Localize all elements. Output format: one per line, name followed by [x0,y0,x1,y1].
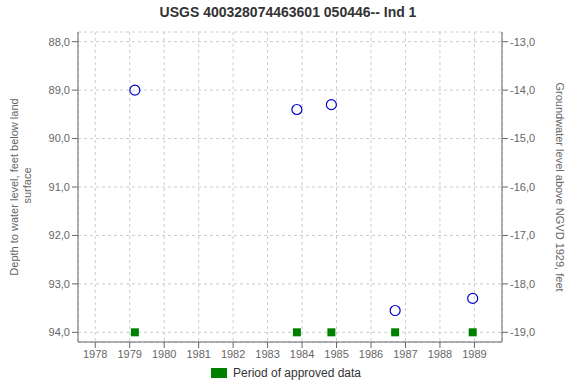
svg-text:92,0: 92,0 [49,229,70,241]
svg-text:91,0: 91,0 [49,181,70,193]
svg-text:1979: 1979 [117,348,141,360]
svg-text:1987: 1987 [393,348,417,360]
svg-text:-13,0: -13,0 [510,36,535,48]
svg-text:-15,0: -15,0 [510,132,535,144]
svg-text:1985: 1985 [324,348,348,360]
svg-text:-18,0: -18,0 [510,278,535,290]
svg-text:-19,0: -19,0 [510,326,535,338]
svg-text:-14,0: -14,0 [510,84,535,96]
svg-text:Groundwater level above NGVD 1: Groundwater level above NGVD 1929, feet [554,82,566,291]
svg-text:1989: 1989 [462,348,486,360]
svg-text:Depth to water level, feet bel: Depth to water level, feet below land su… [8,98,33,275]
svg-text:1983: 1983 [255,348,279,360]
svg-text:94,0: 94,0 [49,326,70,338]
svg-text:1984: 1984 [290,348,314,360]
svg-text:1980: 1980 [152,348,176,360]
html-text:Period of approved data: Period of approved data [233,366,361,380]
svg-text:90,0: 90,0 [49,132,70,144]
svg-text:1978: 1978 [83,348,107,360]
svg-text:-16,0: -16,0 [510,181,535,193]
svg-text:89,0: 89,0 [49,84,70,96]
svg-text:1986: 1986 [359,348,383,360]
html-text:USGS 400328074463601 050446--: USGS 400328074463601 050446-- Ind 1 [159,4,417,20]
svg-text:1981: 1981 [186,348,210,360]
svg-text:1988: 1988 [428,348,452,360]
svg-text:88,0: 88,0 [49,36,70,48]
svg-text:93,0: 93,0 [49,278,70,290]
svg-text:-17,0: -17,0 [510,229,535,241]
svg-text:1982: 1982 [221,348,245,360]
